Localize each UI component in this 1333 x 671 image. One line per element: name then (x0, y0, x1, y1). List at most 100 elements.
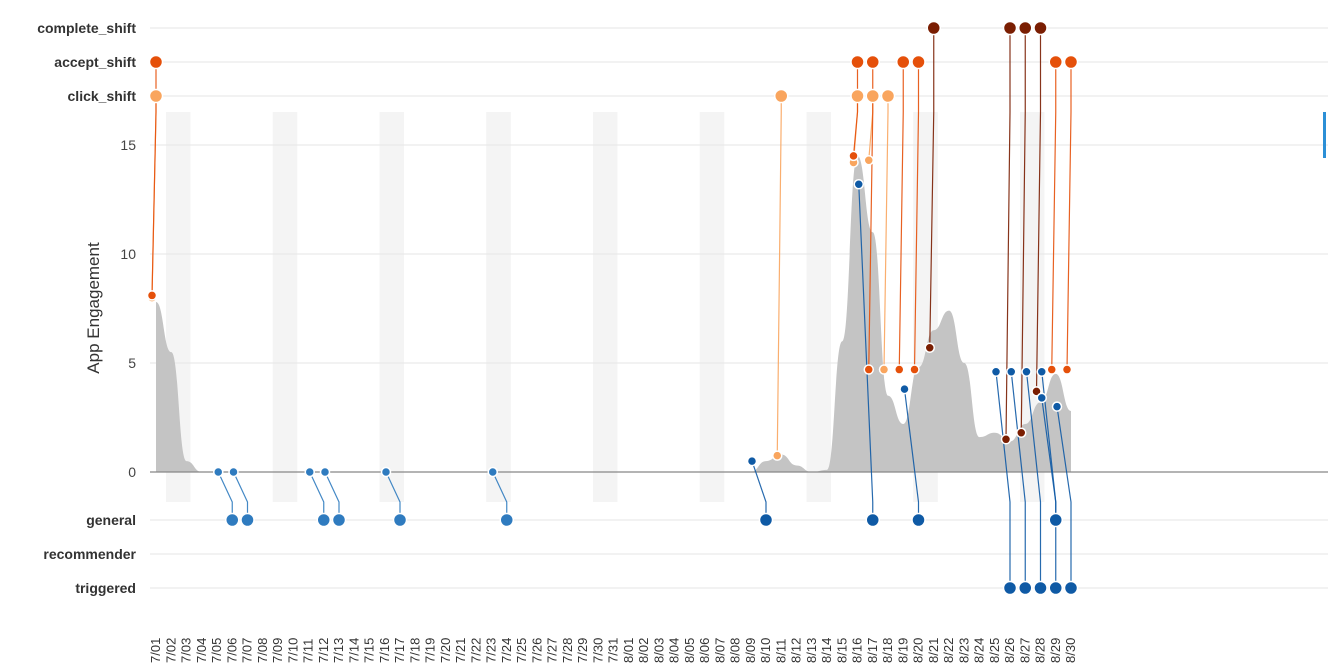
x-tick-label: 8/14 (819, 638, 834, 663)
lane-labels: complete_shift accept_shift click_shiftgen… (37, 20, 136, 596)
x-tick-label: 8/22 (941, 638, 956, 663)
lane-dot (1002, 580, 1018, 596)
lane-dot (880, 88, 896, 104)
x-tick-label: 8/21 (926, 638, 941, 663)
event-connector (852, 62, 859, 156)
lane-label-accept-shift: accept_shift (54, 54, 136, 70)
curve-dot (1051, 401, 1063, 412)
x-tick-label: 8/26 (1002, 638, 1017, 663)
x-tick-label: 7/15 (362, 638, 377, 663)
lane-dot (774, 88, 789, 104)
curve-dot (228, 466, 239, 478)
x-tick-label: 8/20 (911, 638, 926, 663)
lane-dot (911, 54, 926, 70)
event-connector (1051, 62, 1057, 370)
lane-dot (1033, 20, 1048, 36)
event-connector (868, 62, 874, 370)
lane-dot (1063, 54, 1079, 70)
lane-dot (850, 54, 865, 70)
x-tick-label: 7/02 (163, 638, 178, 663)
event-connector (1025, 371, 1042, 588)
event-connector (1020, 28, 1026, 433)
event-connector (1041, 371, 1057, 588)
x-tick-label: 8/12 (789, 638, 804, 663)
x-tick-label: 7/14 (346, 638, 361, 663)
event-connector (324, 471, 340, 520)
x-tick-label: 7/13 (331, 638, 346, 663)
curve-dot (1036, 366, 1047, 377)
lane-dot (1063, 580, 1079, 596)
x-tick-label: 8/08 (728, 638, 743, 663)
curve-dot (924, 342, 935, 353)
event-connector (883, 96, 889, 370)
curve-dot (848, 150, 859, 162)
curve-dot (1046, 364, 1057, 375)
x-tick-label: 8/19 (895, 638, 910, 663)
event-connector (1066, 62, 1072, 370)
event-connector (217, 471, 233, 520)
event-points (146, 20, 1079, 596)
x-tick-label: 7/07 (240, 638, 255, 663)
event-connector (151, 62, 157, 296)
x-tick-label: 7/09 (270, 638, 285, 663)
x-tick-label: 8/29 (1048, 638, 1063, 663)
curve-dot (863, 364, 874, 375)
event-connector (1056, 406, 1072, 588)
weekend-band (272, 112, 298, 502)
curve-dot (990, 366, 1002, 377)
x-tick-label: 8/15 (834, 638, 849, 663)
event-connector (929, 28, 935, 348)
x-tick-label: 7/11 (301, 639, 316, 663)
weekend-band (379, 112, 404, 502)
lane-dot (1033, 580, 1048, 596)
event-connector (1010, 371, 1026, 588)
lane-dot (1048, 54, 1063, 70)
x-tick-label: 8/18 (880, 638, 895, 663)
weekend-band (806, 112, 831, 502)
x-tick-label: 7/12 (316, 638, 331, 663)
curve-dot (772, 450, 783, 461)
event-connector (898, 62, 904, 370)
curve-dot (909, 364, 920, 375)
curve-dot (1036, 392, 1047, 404)
lane-dot (865, 54, 880, 70)
x-tick-label: 7/01 (148, 638, 163, 663)
lane-label-click-shift: click_shift (68, 88, 137, 104)
x-tick-label: 8/07 (712, 638, 727, 663)
x-tick-label: 7/04 (194, 638, 209, 663)
x-tick-label: 7/16 (377, 638, 392, 663)
weekend-band (593, 112, 618, 502)
x-tick-label: 7/10 (285, 638, 300, 663)
curve-dot (899, 383, 910, 395)
lane-label-triggered: triggered (75, 580, 136, 596)
x-tick-label: 8/17 (865, 638, 880, 663)
event-connector (995, 371, 1011, 588)
lane-dot (1018, 20, 1033, 36)
lane-dot (1048, 512, 1063, 528)
event-connector (913, 62, 920, 370)
x-tick-label: 7/23 (484, 638, 499, 663)
x-tick-label: 8/04 (667, 638, 682, 663)
lane-label-recommender: recommender (43, 546, 136, 562)
x-tick-label: 8/16 (850, 638, 865, 663)
x-tick-label: 7/17 (392, 638, 407, 663)
x-tick-label: 7/24 (499, 638, 514, 663)
y-axis-title: App Engagement (84, 242, 103, 374)
lane-dot (331, 512, 347, 528)
x-tick-label: 7/27 (545, 638, 560, 663)
lane-dot (1048, 580, 1063, 596)
curve-dot (1016, 427, 1027, 439)
engagement-area-path (156, 155, 1071, 472)
x-tick-label: 7/21 (453, 638, 468, 663)
side-marker (1323, 112, 1326, 158)
x-tick-label: 8/09 (743, 638, 758, 663)
x-tick-label: 8/01 (621, 638, 636, 663)
curve-dot (213, 466, 224, 478)
x-tick-label: 7/20 (438, 638, 453, 663)
x-tick-label: 8/23 (956, 638, 971, 663)
event-connector (1005, 28, 1011, 440)
curve-dot (746, 455, 758, 467)
x-tick-label: 7/31 (606, 638, 621, 663)
curve-dot (319, 466, 331, 478)
event-connector (309, 471, 325, 520)
